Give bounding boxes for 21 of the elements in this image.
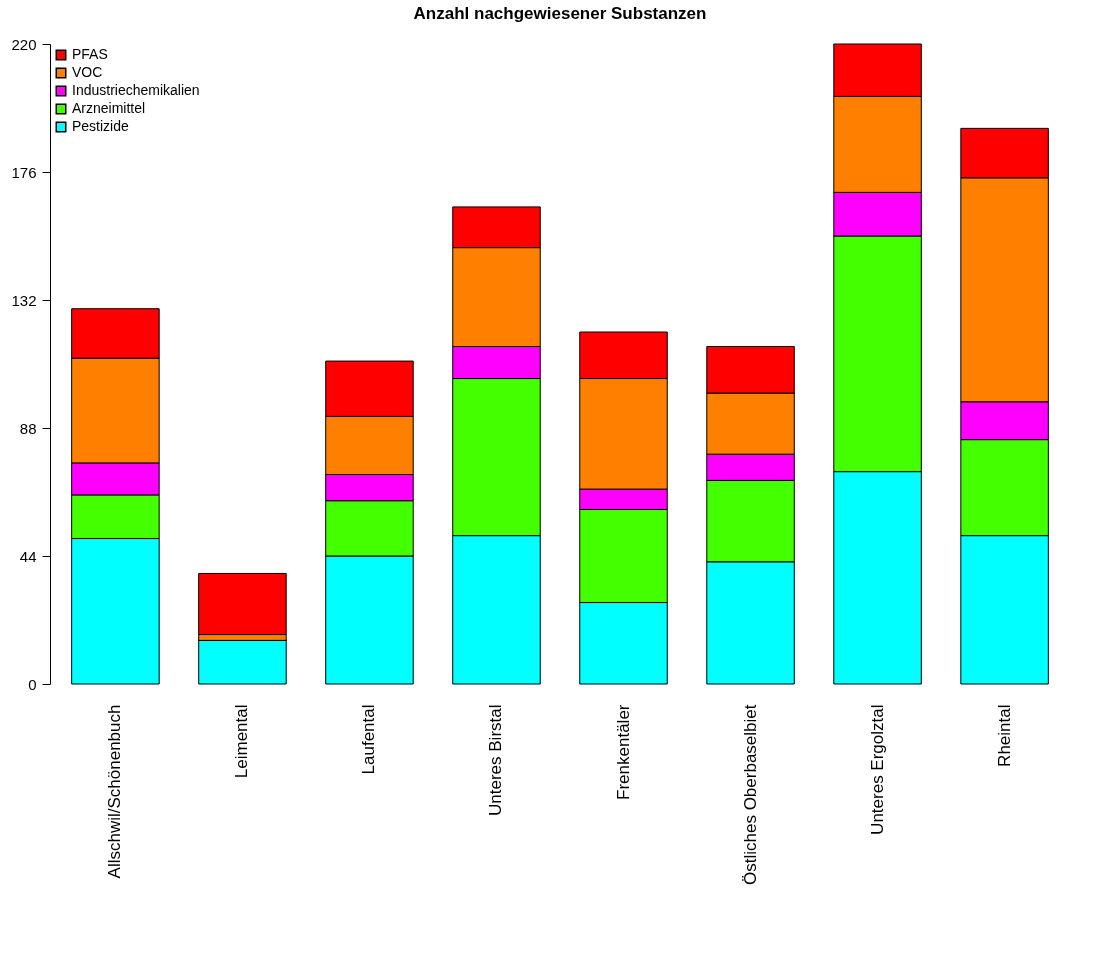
legend-label: Pestizide <box>72 118 130 134</box>
x-tick-label: Leimental <box>232 704 252 779</box>
x-tick-label: Unteres Birstal <box>486 704 506 816</box>
y-tick-label: 88 <box>19 419 37 437</box>
legend-label: PFAS <box>72 46 108 62</box>
x-tick-label: Laufental <box>359 704 379 775</box>
y-tick-label: 176 <box>11 163 37 181</box>
bar <box>198 639 287 685</box>
legend-label: Arzneimittel <box>72 100 146 116</box>
legend-label: VOC <box>72 64 103 80</box>
x-tick-label: Östliches Oberbaselbiet <box>740 704 760 885</box>
x-tick-label: Rheintal <box>994 704 1014 767</box>
y-tick-label: 220 <box>11 35 37 53</box>
x-tick-label: Allschwil/Schönenbuch <box>105 704 125 879</box>
legend-label: Industriechemikalien <box>72 82 200 98</box>
x-tick-label: Unteres Ergolztal <box>867 704 887 835</box>
chart-title: Anzahl nachgewiesener Substanzen <box>413 4 707 23</box>
y-tick-label: 0 <box>28 675 37 693</box>
y-tick-label: 44 <box>19 547 37 565</box>
x-tick-label: Frenkentäler <box>613 704 633 800</box>
y-tick-label: 132 <box>11 291 37 309</box>
